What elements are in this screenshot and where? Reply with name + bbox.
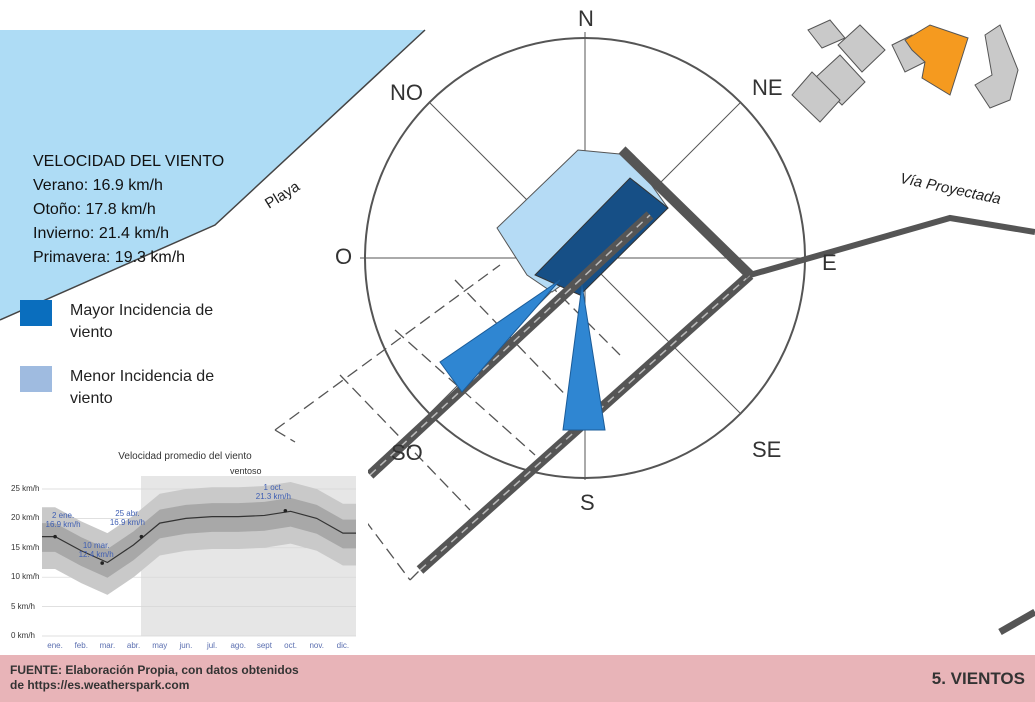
wind-speed-summer: Verano: 16.9 km/h (33, 177, 163, 194)
wind-arrow-south (562, 284, 606, 431)
x-tick-label: ago. (230, 641, 247, 650)
chart-annotation: 2 ene. 16.9 km/h (38, 511, 88, 529)
compass-o: O (335, 244, 353, 269)
wind-speed-chart (0, 448, 368, 655)
wind-average-line (42, 510, 356, 564)
wind-speed-winter: Invierno: 21.4 km/h (33, 225, 170, 242)
annotation-value: 16.9 km/h (109, 517, 145, 527)
y-tick-label: 5 km/h (11, 601, 36, 611)
x-tick-label: oct. (284, 641, 298, 650)
x-tick-label: nov. (309, 641, 325, 650)
shoreline (0, 29, 426, 321)
wind-speed-spring: Primavera: 19.3 km/h (33, 249, 186, 266)
wind-speed-title: VELOCIDAD DEL VIENTO (33, 153, 225, 170)
compass-se: SE (752, 437, 782, 462)
annotation-point (139, 534, 144, 539)
compass-no: NO (390, 80, 423, 105)
wind-band-inner (42, 497, 356, 578)
x-tick-label: sept (256, 641, 272, 650)
sea-area (0, 30, 425, 320)
x-tick-label: dic. (336, 641, 350, 650)
footer-source: FUENTE: Elaboración Propia, con datos ob… (10, 663, 299, 692)
annotation-point (100, 561, 104, 565)
x-tick-label: abr. (126, 641, 141, 650)
y-tick-label: 25 km/h (11, 484, 40, 493)
chart-season-label: ventoso (230, 466, 262, 476)
compass-so: SO (391, 440, 423, 465)
compass-n: N (578, 6, 594, 31)
wind-arrow-southwest (439, 279, 561, 393)
x-tick-label: jul. (206, 641, 218, 650)
highlight-building (904, 24, 969, 96)
y-tick-label: 15 km/h (11, 542, 40, 552)
legend-minor-swatch (20, 366, 52, 392)
annotation-date: 10 mar. (82, 541, 110, 551)
annotation-date: 1 oct. (263, 482, 284, 492)
chart-annotation: 25 abr. 16.9 km/h (102, 509, 152, 527)
section-title: 5. VIENTOS (931, 669, 1025, 688)
wind-speed-autumn: Otoño: 17.8 km/h (33, 201, 156, 218)
chart-title: Velocidad promedio del viento (118, 451, 252, 462)
x-tick-label: ene. (47, 641, 63, 650)
annotation-value: 16.9 km/h (45, 519, 81, 529)
legend-minor-label: Menor Incidencia de viento (70, 368, 215, 407)
x-tick-label: feb. (74, 641, 88, 650)
compass-ne: NE (752, 75, 783, 100)
chart-annotation: 1 oct. 21.3 km/h (248, 483, 298, 501)
annotation-date: 25 abr. (115, 508, 140, 518)
compass-e: E (822, 250, 837, 275)
annotation-point (53, 534, 57, 539)
annotation-value: 12.4 km/h (78, 550, 114, 560)
y-tick-label: 20 km/h (11, 513, 40, 523)
annotation-point (283, 508, 288, 513)
footer-bar: FUENTE: Elaboración Propia, con datos ob… (0, 655, 1035, 702)
y-tick-label: 0 km/h (11, 631, 36, 640)
chart-annotation: 10 mar. 12.4 km/h (71, 541, 121, 559)
annotation-date: 2 ene. (51, 510, 75, 520)
compass-s: S (580, 490, 595, 515)
annotation-value: 21.3 km/h (255, 491, 291, 501)
x-tick-label: jun. (179, 641, 193, 650)
x-tick-label: mar. (99, 641, 116, 650)
buildings (791, 19, 1019, 123)
legend-major-label: Mayor Incidencia de viento (70, 302, 214, 341)
wind-speed-panel: VELOCIDAD DEL VIENTO Verano: 16.9 km/h O… (33, 150, 224, 270)
x-tick-label: may (152, 641, 168, 650)
y-tick-label: 10 km/h (11, 572, 40, 582)
roads (366, 146, 1035, 636)
legend-major-swatch (20, 300, 52, 326)
